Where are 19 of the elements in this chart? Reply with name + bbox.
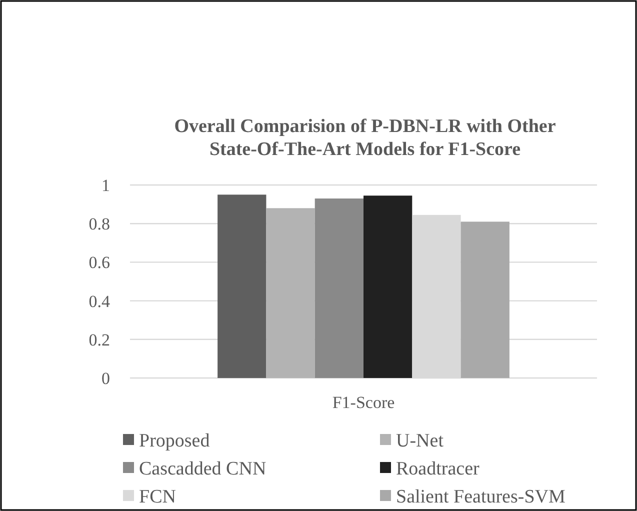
bar xyxy=(364,196,412,378)
y-tick-label: 0.4 xyxy=(88,292,110,311)
legend-label: Cascadded CNN xyxy=(139,458,266,480)
bar xyxy=(266,208,315,378)
x-tick-label: F1-Score xyxy=(332,393,395,412)
y-tick-label: 0 xyxy=(102,368,110,388)
bar xyxy=(460,222,510,378)
legend-label: FCN xyxy=(139,486,176,508)
legend-label: Roadtracer xyxy=(396,458,480,480)
y-tick-label: 0.2 xyxy=(88,330,110,350)
legend-label: U-Net xyxy=(396,430,444,452)
y-tick-label: 0.6 xyxy=(88,253,110,272)
y-tick-label: 1 xyxy=(102,176,110,195)
bar xyxy=(314,198,364,378)
bar xyxy=(218,194,266,378)
legend-label: Proposed xyxy=(139,430,210,452)
y-tick-label: 0.8 xyxy=(88,214,110,234)
legend-label: Salient Features-SVM xyxy=(396,486,566,508)
chart-title: Overall Comparision of P-DBN-LR with Other State-Of-The-Art Models for F1-Score xyxy=(174,116,556,160)
